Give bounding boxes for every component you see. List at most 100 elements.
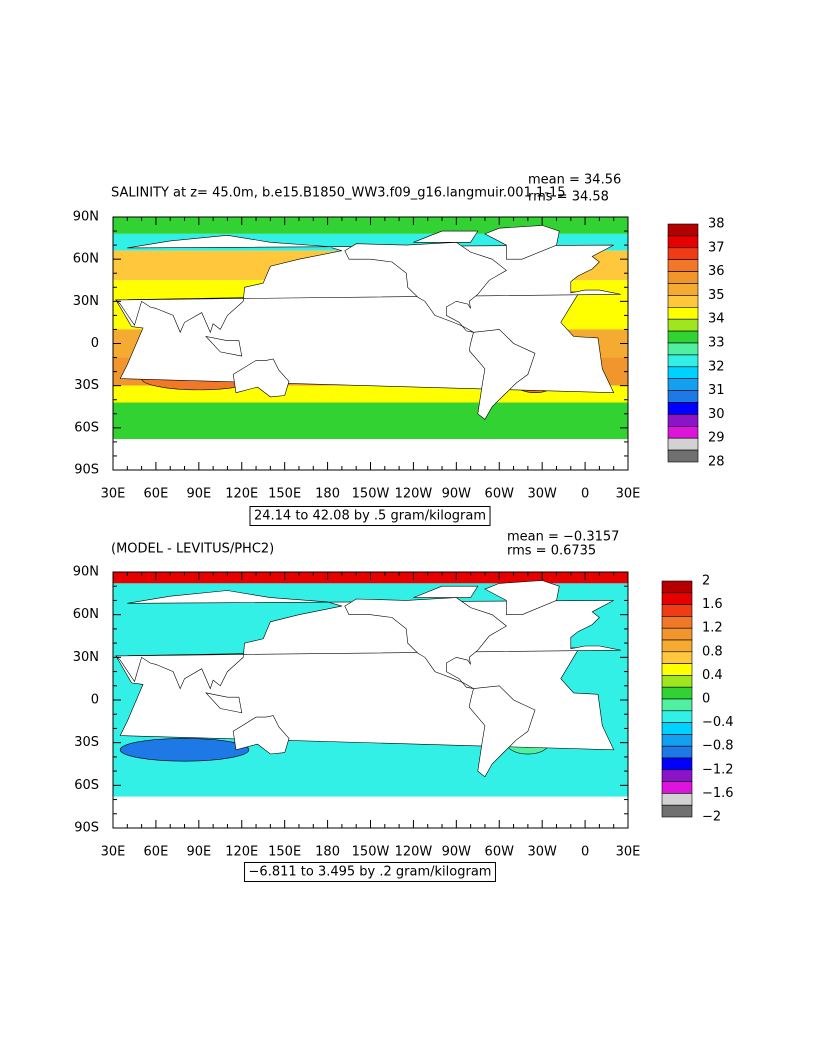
colorbar-box bbox=[661, 710, 693, 723]
lon-label: 120E bbox=[225, 487, 258, 502]
colorbar-label: 0.4 bbox=[702, 668, 723, 683]
range-note: 24.14 to 42.08 by .5 gram/kilogram bbox=[254, 509, 486, 524]
range-note: −6.811 to 3.495 by .2 gram/kilogram bbox=[249, 865, 492, 880]
land bbox=[748, 359, 804, 397]
land bbox=[205, 692, 243, 714]
land bbox=[115, 234, 621, 334]
colorbar-box bbox=[667, 342, 699, 356]
colorbar-label: −2 bbox=[702, 810, 721, 825]
land bbox=[115, 590, 621, 690]
colorbar-label: 30 bbox=[708, 407, 725, 422]
land bbox=[205, 336, 243, 357]
lon-label: 150E bbox=[268, 487, 301, 502]
lon-label: 0 bbox=[581, 845, 589, 860]
colorbar-label: 32 bbox=[708, 359, 725, 374]
colorbar-box bbox=[667, 402, 699, 415]
colorbar-box bbox=[667, 366, 699, 379]
land bbox=[631, 591, 818, 689]
colorbar-label: 31 bbox=[708, 383, 725, 398]
colorbar-box bbox=[667, 318, 699, 332]
colorbar-box bbox=[667, 449, 699, 463]
lon-label: 180 bbox=[315, 487, 340, 502]
colorbar-box bbox=[661, 698, 693, 712]
land bbox=[413, 230, 479, 243]
ocean-patch bbox=[34, 699, 77, 716]
range-box bbox=[249, 506, 491, 526]
colorbar-box bbox=[667, 271, 699, 284]
land bbox=[721, 337, 757, 357]
lat-label: 30S bbox=[74, 735, 99, 750]
colorbar-label: 36 bbox=[708, 264, 725, 279]
lat-label: 0 bbox=[91, 693, 99, 708]
colorbar-box bbox=[667, 283, 699, 296]
land bbox=[232, 358, 290, 398]
colorbar-box bbox=[661, 627, 693, 641]
colorbar-box bbox=[661, 745, 693, 759]
ocean-patch bbox=[0, 351, 49, 393]
ocean-patch bbox=[0, 615, 6, 643]
lon-label: 90E bbox=[186, 845, 211, 860]
lon-label: 150W bbox=[352, 487, 390, 502]
lon-label: 90E bbox=[186, 487, 211, 502]
colorbar-box bbox=[667, 306, 699, 320]
ocean-patch bbox=[0, 287, 41, 321]
colorbar-label: 38 bbox=[708, 217, 725, 232]
lat-label: 60N bbox=[73, 252, 99, 267]
lon-label: 60E bbox=[144, 487, 169, 502]
lat-label: 60S bbox=[74, 778, 99, 793]
rms-stat: rms = 34.58 bbox=[528, 190, 609, 205]
lon-label: 30E bbox=[101, 487, 126, 502]
colorbar-box bbox=[661, 592, 693, 605]
ocean-patch bbox=[0, 627, 23, 644]
colorbar-box bbox=[667, 378, 699, 391]
lat-label: 30N bbox=[73, 294, 99, 309]
ocean-patch bbox=[0, 731, 34, 754]
lon-label: 90W bbox=[442, 487, 472, 502]
colorbar-box bbox=[661, 722, 693, 735]
colorbar-box bbox=[661, 604, 693, 617]
lon-label: 150W bbox=[352, 845, 390, 860]
colorbar-box bbox=[661, 651, 693, 664]
colorbar-label: 0 bbox=[702, 692, 710, 707]
lon-label: 0 bbox=[581, 487, 589, 502]
lon-label: 60E bbox=[144, 845, 169, 860]
colorbar-box bbox=[661, 686, 693, 700]
colorbar-box bbox=[667, 425, 699, 439]
colorbar-label: 29 bbox=[708, 431, 725, 446]
land bbox=[748, 716, 804, 754]
lat-label: 60S bbox=[74, 420, 99, 435]
lon-label: 30W bbox=[527, 845, 557, 860]
colorbar-box bbox=[661, 675, 693, 688]
colorbar-box bbox=[661, 616, 693, 629]
land bbox=[484, 225, 560, 260]
land bbox=[344, 597, 507, 689]
lat-label: 90S bbox=[74, 821, 99, 836]
colorbar-box bbox=[667, 247, 699, 261]
lon-label: 90W bbox=[442, 845, 472, 860]
colorbar-box bbox=[661, 757, 693, 771]
colorbar-box bbox=[661, 734, 693, 747]
lat-label: 90N bbox=[73, 565, 99, 580]
lon-label: 150E bbox=[268, 845, 301, 860]
land bbox=[484, 580, 560, 616]
lon-label: 30E bbox=[616, 845, 641, 860]
lon-label: 180 bbox=[315, 845, 340, 860]
lat-label: 90N bbox=[73, 210, 99, 225]
colorbar-box bbox=[667, 437, 699, 451]
land bbox=[0, 329, 20, 419]
land bbox=[0, 225, 44, 259]
colorbar-label: 35 bbox=[708, 288, 725, 303]
colorbar-label: 28 bbox=[708, 455, 725, 470]
map-field bbox=[0, 572, 818, 828]
colorbar-box bbox=[667, 414, 699, 427]
mean-stat: mean = 34.56 bbox=[528, 173, 621, 188]
lat-label: 30N bbox=[73, 650, 99, 665]
panel-title: SALINITY at z= 45.0m, b.e15.B1850_WW3.f0… bbox=[111, 186, 566, 201]
colorbar-box bbox=[661, 580, 693, 594]
colorbar-box bbox=[667, 235, 699, 249]
colorbar-box bbox=[661, 781, 693, 794]
land bbox=[468, 685, 536, 778]
land bbox=[721, 693, 757, 713]
colorbar-box bbox=[661, 804, 693, 818]
rms-stat: rms = 0.6735 bbox=[507, 544, 596, 559]
